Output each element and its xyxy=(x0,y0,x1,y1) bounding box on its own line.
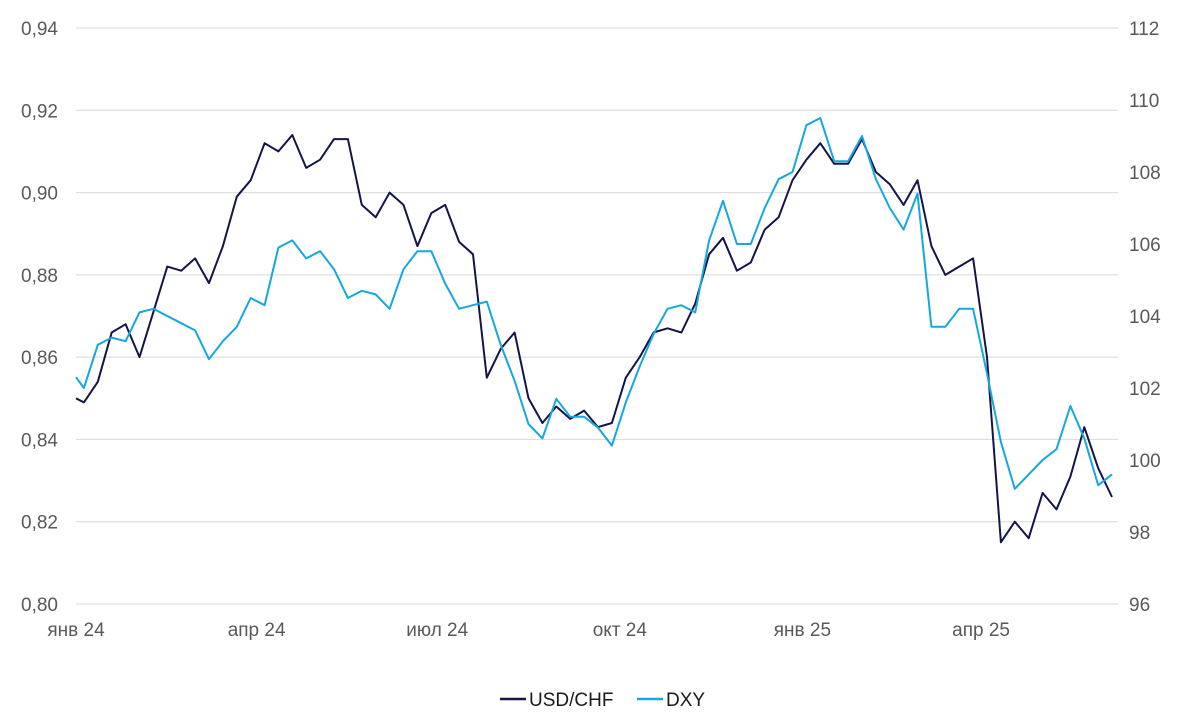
y-left-tick-label: 0,80 xyxy=(21,595,58,616)
y-right-tick-label: 106 xyxy=(1129,235,1161,256)
x-tick-label: окт 24 xyxy=(593,620,648,641)
x-tick-label: апр 25 xyxy=(952,620,1010,641)
y-left-tick-label: 0,90 xyxy=(21,184,58,205)
series-lines xyxy=(75,117,1113,544)
legend-label-usdchf: USD/CHF xyxy=(529,690,613,711)
y-right-tick-label: 112 xyxy=(1129,19,1159,40)
series-line-usdchf xyxy=(75,134,1113,544)
series-line-dxy xyxy=(75,117,1113,490)
y-right-tick-label: 110 xyxy=(1129,91,1159,112)
x-tick-label: апр 24 xyxy=(228,620,286,641)
x-tick-label: июл 24 xyxy=(406,620,468,641)
x-tick-label: янв 25 xyxy=(774,620,831,641)
y-left-tick-label: 0,84 xyxy=(21,430,58,451)
y-right-tick-label: 104 xyxy=(1129,307,1161,328)
y-right-tick-label: 98 xyxy=(1129,523,1150,544)
y-right-tick-label: 100 xyxy=(1129,451,1161,472)
y-left-tick-label: 0,82 xyxy=(21,513,58,534)
y-axis-left-ticks: 0,80 0,82 0,84 0,86 0,88 0,90 0,92 0,94 xyxy=(21,19,58,616)
y-left-tick-label: 0,92 xyxy=(21,101,58,122)
gridlines xyxy=(76,27,1118,605)
y-axis-right-ticks: 96 98 100 102 104 106 108 110 112 xyxy=(1129,19,1161,616)
y-right-tick-label: 102 xyxy=(1129,379,1161,400)
y-right-tick-label: 96 xyxy=(1129,595,1150,616)
legend-label-dxy: DXY xyxy=(666,690,705,711)
y-left-tick-label: 0,86 xyxy=(21,348,58,369)
y-right-tick-label: 108 xyxy=(1129,163,1161,184)
legend: USD/CHF DXY xyxy=(500,690,705,711)
x-tick-label: янв 24 xyxy=(47,620,105,641)
x-axis-ticks: янв 24 апр 24 июл 24 окт 24 янв 25 апр 25 xyxy=(47,620,1010,641)
y-left-tick-label: 0,88 xyxy=(21,266,58,287)
y-left-tick-label: 0,94 xyxy=(21,19,58,40)
